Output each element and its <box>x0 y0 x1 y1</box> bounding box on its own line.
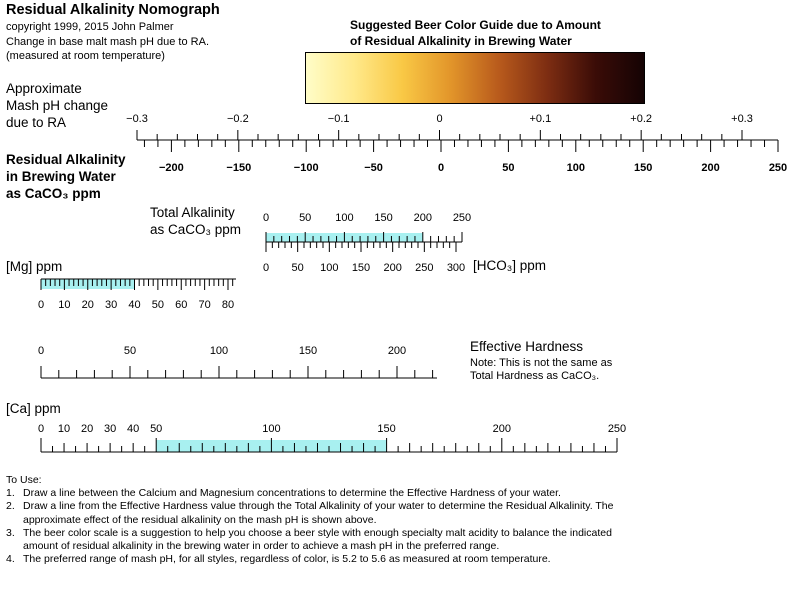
mg-tick-label: 70 <box>199 299 211 311</box>
ra-tick-label: −200 <box>159 162 184 174</box>
hco3-tick-label: 50 <box>292 262 304 274</box>
instruction-text: Draw a line between the Calcium and Magn… <box>23 487 561 500</box>
effective-hardness-tick-label: 150 <box>299 345 317 357</box>
ph-label-3: due to RA <box>6 115 67 130</box>
instruction-text: Draw a line from the Effective Hardness … <box>23 500 614 526</box>
total-alkalinity-label-2: as CaCO₃ ppm <box>150 222 242 237</box>
ra-tick-label: 200 <box>701 162 719 174</box>
total-alkalinity-label-1: Total Alkalinity <box>150 205 235 220</box>
ra-tick-label: 50 <box>502 162 514 174</box>
ca-tick-label: 250 <box>608 423 626 435</box>
hco3-label: [HCO₃] ppm <box>473 258 547 273</box>
mg-tick-label: 40 <box>128 299 140 311</box>
ph-tick-label: −0.1 <box>328 113 350 125</box>
instruction-number: 2. <box>6 500 15 513</box>
total-alkalinity-tick-label: 0 <box>263 212 269 224</box>
ra-label-2: in Brewing Water <box>6 169 116 184</box>
effective-hardness-tick-label: 50 <box>124 345 136 357</box>
ph-label-1: Approximate <box>6 81 82 96</box>
ca-label: [Ca] ppm <box>6 401 61 416</box>
hco3-tick-label: 150 <box>352 262 370 274</box>
ca-tick-label: 10 <box>58 423 70 435</box>
instruction-text: The preferred range of mash pH, for all … <box>23 553 551 566</box>
total-alkalinity-tick-label: 200 <box>414 212 432 224</box>
instruction-text: The beer color scale is a suggestion to … <box>23 526 612 553</box>
copyright-text: copyright 1999, 2015 John Palmer <box>6 21 174 33</box>
ca-tick-label: 0 <box>38 423 44 435</box>
ph-tick-label: −0.3 <box>126 113 148 125</box>
hco3-tick-label: 300 <box>447 262 465 274</box>
instruction-number: 1. <box>6 487 15 500</box>
effective-hardness-tick-label: 0 <box>38 345 44 357</box>
hco3-tick-label: 100 <box>320 262 338 274</box>
ph-tick-label: +0.2 <box>630 113 652 125</box>
ph-tick-label: −0.2 <box>227 113 249 125</box>
total-alkalinity-tick-label: 50 <box>299 212 311 224</box>
mg-tick-label: 80 <box>222 299 234 311</box>
effective-hardness-note-2: Total Hardness as CaCO₃. <box>470 370 600 382</box>
ra-label-1: Residual Alkalinity <box>6 152 126 167</box>
effective-hardness-note-1: Note: This is not the same as <box>470 357 613 369</box>
ca-tick-label: 150 <box>377 423 395 435</box>
total-alkalinity-tick-label: 250 <box>453 212 471 224</box>
total-alkalinity-tick-label: 100 <box>335 212 353 224</box>
mg-label: [Mg] ppm <box>6 259 63 274</box>
instruction-number: 4. <box>6 553 15 566</box>
ra-label-3: as CaCO₃ ppm <box>6 186 101 201</box>
mg-tick-label: 20 <box>82 299 94 311</box>
mg-tick-label: 0 <box>38 299 44 311</box>
mg-tick-label: 50 <box>152 299 164 311</box>
ph-tick-label: 0 <box>436 113 442 125</box>
hco3-tick-label: 200 <box>383 262 401 274</box>
ra-tick-label: 250 <box>769 162 787 174</box>
page-title: Residual Alkalinity Nomograph <box>6 2 220 18</box>
ca-tick-label: 100 <box>262 423 280 435</box>
instructions-heading: To Use: <box>6 474 42 486</box>
instruction-item: 1. Draw a line between the Calcium and M… <box>6 487 643 500</box>
mg-tick-label: 10 <box>58 299 70 311</box>
ra-tick-label: −100 <box>294 162 319 174</box>
ca-tick-label: 20 <box>81 423 93 435</box>
subtitle-line-2: (measured at room temperature) <box>6 50 165 62</box>
mg-tick-label: 30 <box>105 299 117 311</box>
effective-hardness-tick-label: 100 <box>210 345 228 357</box>
beer-guide-title-1: Suggested Beer Color Guide due to Amount <box>350 18 601 32</box>
instruction-item: 3. The beer color scale is a suggestion … <box>6 527 643 553</box>
ca-tick-label: 30 <box>104 423 116 435</box>
instructions: To Use: 1. Draw a line between the Calci… <box>6 474 643 566</box>
ca-tick-label: 50 <box>150 423 162 435</box>
ra-tick-label: 100 <box>567 162 585 174</box>
beer-guide-title-2: of Residual Alkalinity in Brewing Water <box>350 34 572 48</box>
mg-tick-label: 60 <box>175 299 187 311</box>
subtitle-line-1: Change in base malt mash pH due to RA. <box>6 36 210 48</box>
ph-tick-label: +0.3 <box>731 113 753 125</box>
ca-tick-label: 40 <box>127 423 139 435</box>
instruction-item: 2. Draw a line from the Effective Hardne… <box>6 500 643 526</box>
effective-hardness-label: Effective Hardness <box>470 339 584 354</box>
effective-hardness-tick-label: 200 <box>388 345 406 357</box>
nomograph-scales: −0.3 −0.2 −0.1 0 +0.1 +0.2 +0.3 −200 −150 −100 −50… <box>38 113 787 453</box>
instruction-number: 3. <box>6 526 15 539</box>
ph-tick-label: +0.1 <box>529 113 551 125</box>
instruction-item: 4. The preferred range of mash pH, for a… <box>6 553 643 566</box>
hco3-tick-label: 0 <box>263 262 269 274</box>
ra-tick-label: 0 <box>438 162 444 174</box>
ra-tick-label: −150 <box>226 162 251 174</box>
hco3-tick-label: 250 <box>415 262 433 274</box>
ra-tick-label: 150 <box>634 162 652 174</box>
ph-label-2: Mash pH change <box>6 98 109 113</box>
ca-tick-label: 200 <box>493 423 511 435</box>
ra-tick-label: −50 <box>364 162 383 174</box>
beer-color-gradient <box>305 52 645 104</box>
total-alkalinity-tick-label: 150 <box>374 212 392 224</box>
